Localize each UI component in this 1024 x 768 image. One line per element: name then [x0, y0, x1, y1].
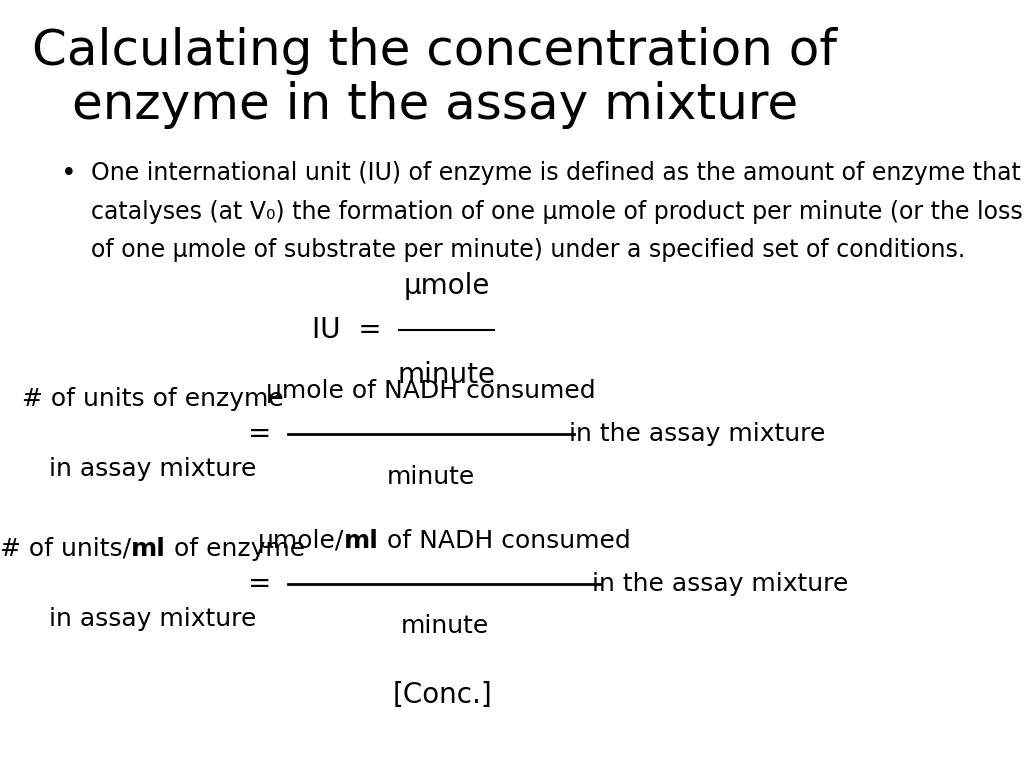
- Text: minute: minute: [386, 465, 475, 488]
- Text: •: •: [61, 161, 77, 187]
- Text: in assay mixture: in assay mixture: [49, 607, 256, 631]
- Text: Calculating the concentration of: Calculating the concentration of: [32, 27, 838, 75]
- Text: ml: ml: [131, 537, 166, 561]
- Text: # of units of enzyme: # of units of enzyme: [22, 387, 284, 411]
- Text: μmole/: μmole/: [258, 529, 344, 553]
- Text: in the assay mixture: in the assay mixture: [593, 571, 849, 596]
- Text: minute: minute: [397, 361, 496, 389]
- Text: IU  =: IU =: [311, 316, 381, 344]
- Text: of NADH consumed: of NADH consumed: [379, 529, 631, 553]
- Text: =: =: [248, 570, 271, 598]
- Text: in the assay mixture: in the assay mixture: [568, 422, 825, 446]
- Text: # of units/: # of units/: [0, 537, 131, 561]
- Text: =: =: [248, 420, 271, 448]
- Text: of one μmole of substrate per minute) under a specified set of conditions.: of one μmole of substrate per minute) un…: [91, 238, 966, 262]
- Text: [Conc.]: [Conc.]: [393, 681, 493, 709]
- Text: μmole of NADH consumed: μmole of NADH consumed: [266, 379, 596, 403]
- Text: catalyses (at V₀) the formation of one μmole of product per minute (or the loss: catalyses (at V₀) the formation of one μ…: [91, 200, 1023, 223]
- Text: in assay mixture: in assay mixture: [49, 457, 256, 481]
- Text: One international unit (IU) of enzyme is defined as the amount of enzyme that: One international unit (IU) of enzyme is…: [91, 161, 1021, 185]
- Text: minute: minute: [400, 614, 488, 638]
- Text: ml: ml: [344, 529, 379, 553]
- Text: of enzyme: of enzyme: [166, 537, 305, 561]
- Text: μmole: μmole: [403, 272, 489, 300]
- Text: enzyme in the assay mixture: enzyme in the assay mixture: [72, 81, 798, 128]
